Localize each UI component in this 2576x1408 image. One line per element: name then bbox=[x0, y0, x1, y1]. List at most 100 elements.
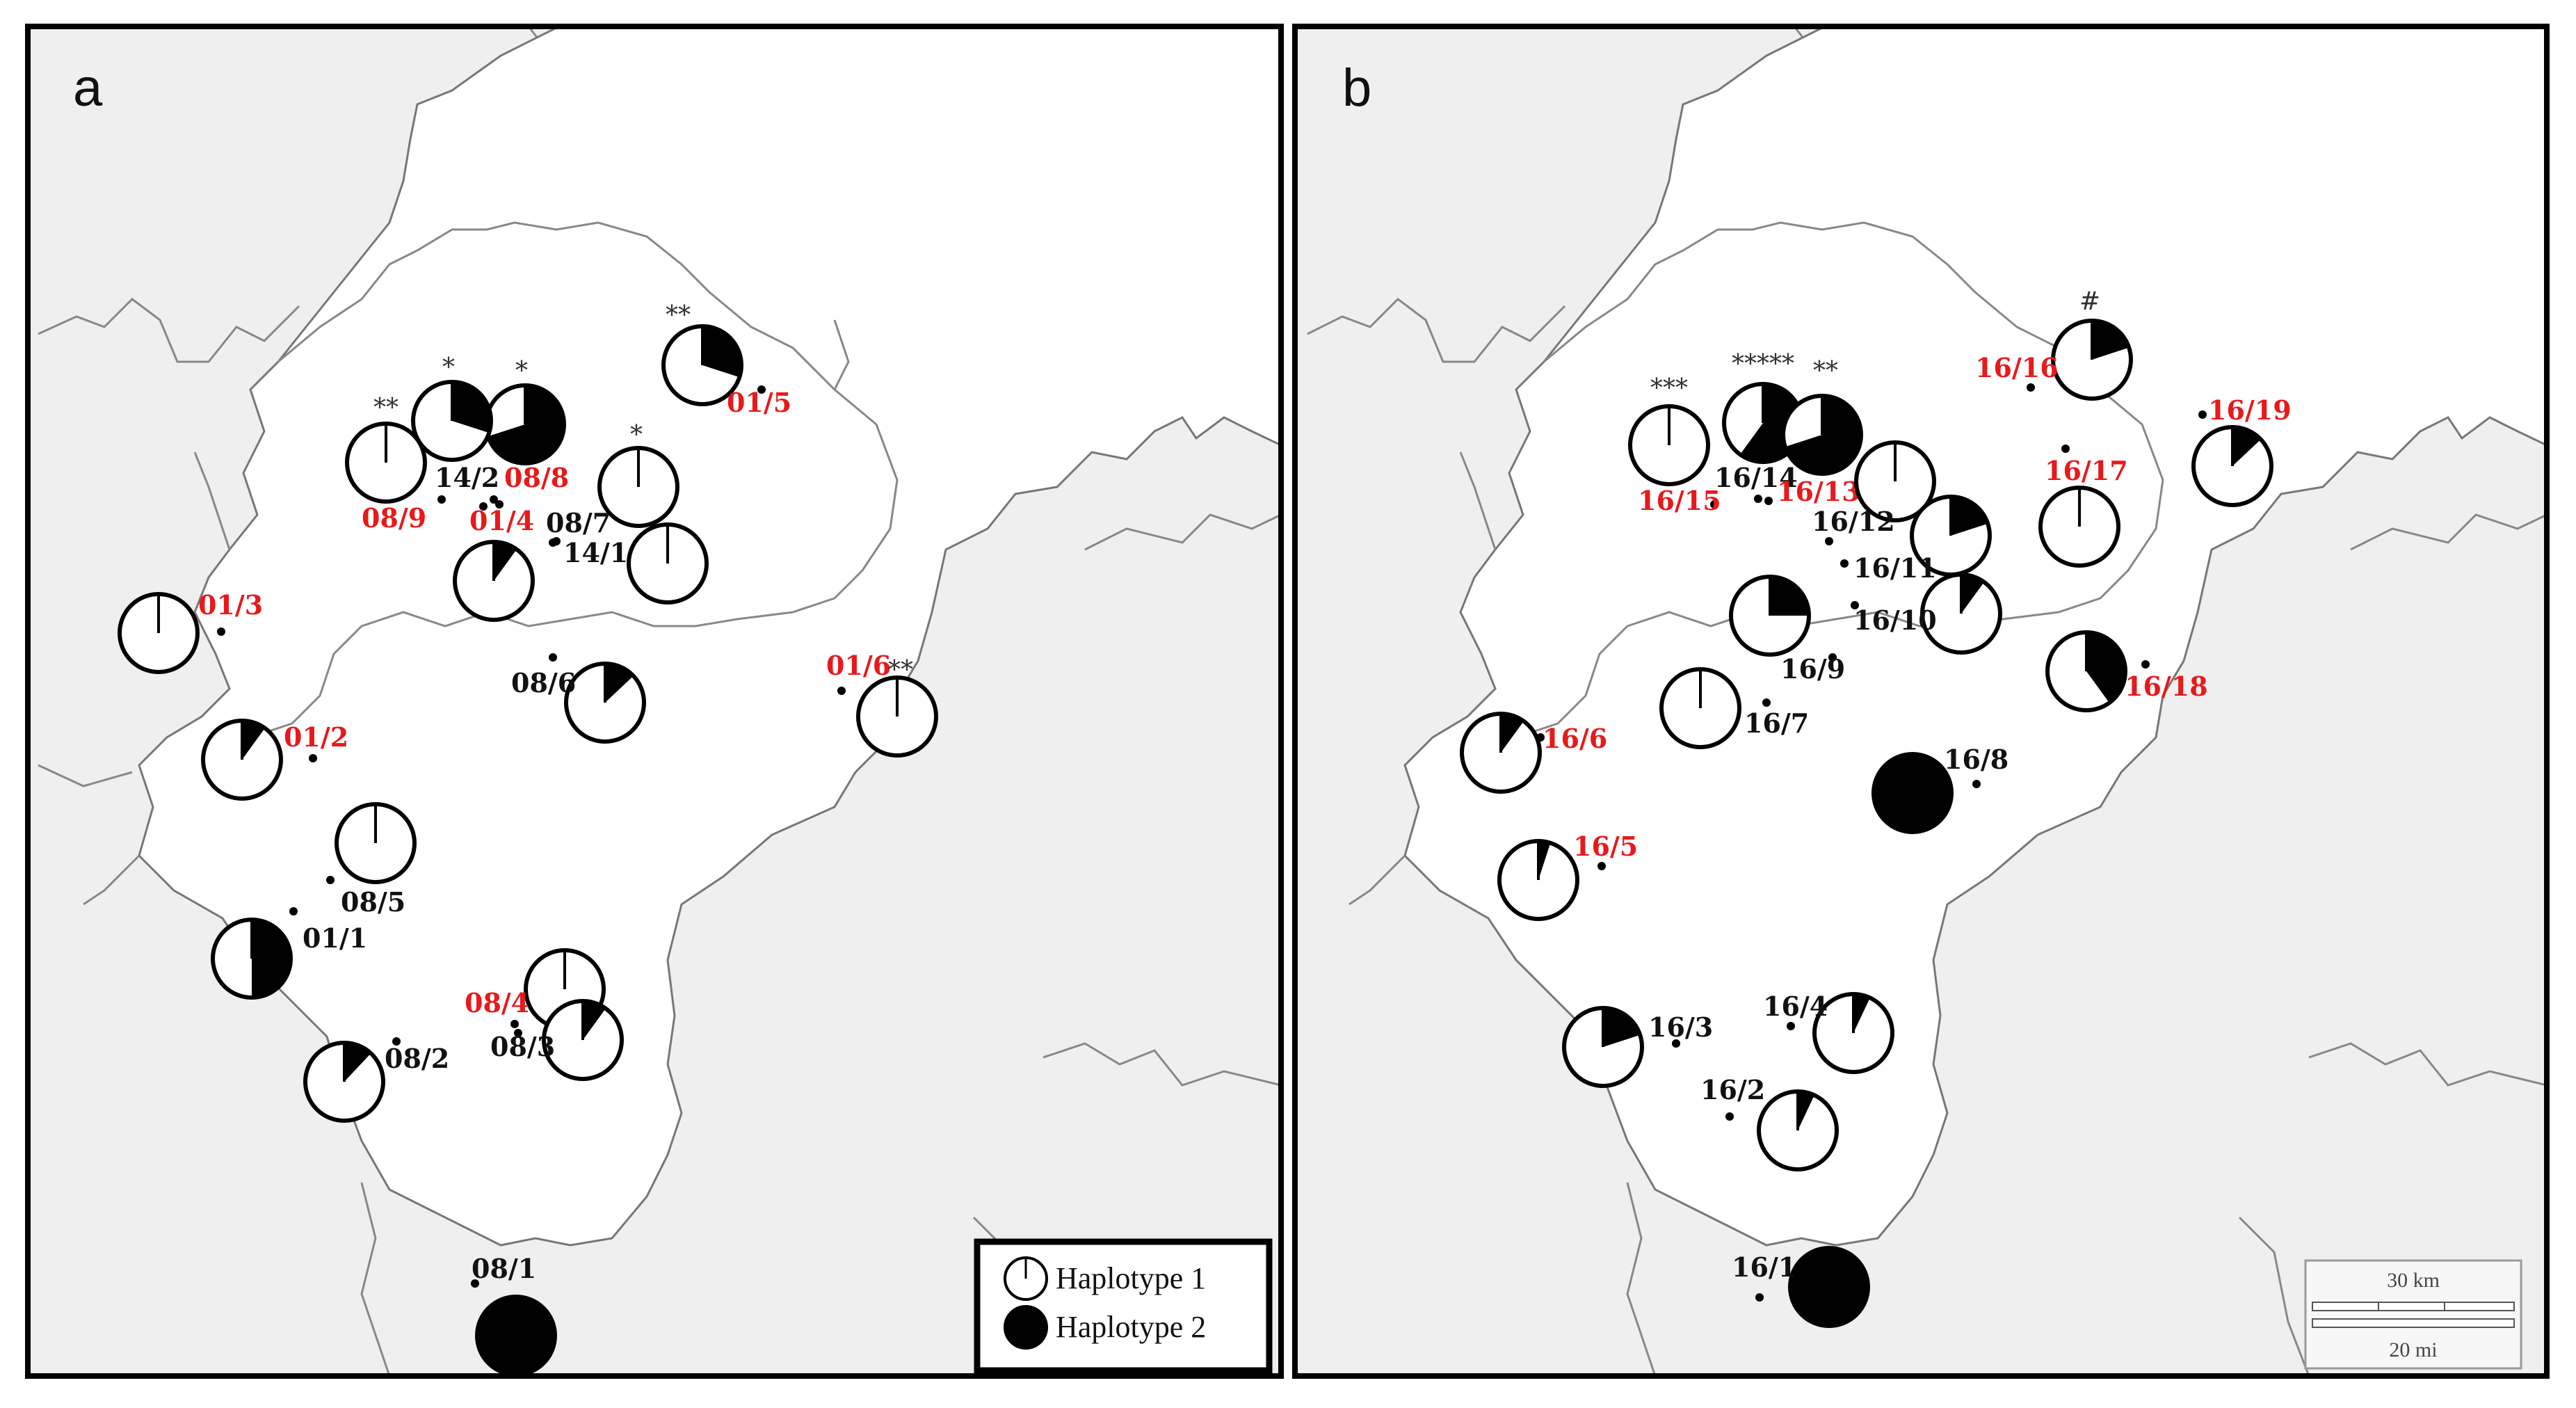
panel-b-site-16-14-significance-mark: ***** bbox=[1732, 350, 1794, 378]
panel-a-site-01-6-location-dot bbox=[837, 687, 846, 695]
scale-bar-mi-bar bbox=[2312, 1318, 2515, 1328]
panel-b-site-16-17-label: 16/17 bbox=[2045, 455, 2128, 486]
panel-b-site-16-1-label: 16/1 bbox=[1732, 1251, 1796, 1283]
legend-item-haplotype-2: Haplotype 2 bbox=[1004, 1305, 1206, 1350]
panel-a-site-08-7: 08/7 * bbox=[546, 421, 679, 547]
legend-label-haplotype-2: Haplotype 2 bbox=[1056, 1310, 1206, 1344]
panel-b-site-16-13-location-dot bbox=[1764, 497, 1773, 505]
panel-b-site-16-17: 16/17 bbox=[2038, 445, 2128, 568]
panel-a-letter: a bbox=[73, 58, 103, 118]
panel-b-site-16-19: 16/19 bbox=[2191, 394, 2292, 507]
panel-b-site-16-18-location-dot bbox=[2141, 660, 2150, 669]
panel-b-site-16-9: 16/9 bbox=[1729, 575, 1845, 685]
panel-b-site-16-10-location-dot bbox=[1851, 601, 1859, 609]
panel-b-site-16-7: 16/7 bbox=[1659, 667, 1809, 749]
panel-b-site-16-6: 16/6 bbox=[1460, 712, 1607, 794]
panel-a-site-08-1-location-dot bbox=[471, 1279, 479, 1288]
panel-b-site-16-8-location-dot bbox=[1972, 780, 1981, 788]
panel-b-site-16-15-significance-mark: *** bbox=[1650, 374, 1688, 403]
panel-a-site-08-9-significance-mark: ** bbox=[373, 394, 399, 422]
panel-b-site-16-14-label: 16/14 bbox=[1714, 462, 1798, 493]
panel-b-site-16-16-location-dot bbox=[2027, 383, 2035, 392]
scale-bar-km-label: 30 km bbox=[2387, 1269, 2440, 1292]
panel-b-site-16-15-location-dot bbox=[1710, 500, 1718, 509]
panel-b-site-16-4-location-dot bbox=[1787, 1022, 1795, 1030]
panel-b-site-16-11-label: 16/11 bbox=[1853, 552, 1937, 584]
panel-a-site-08-9: 08/9 ** bbox=[345, 394, 446, 534]
panel-a-site-14-2: 14/2 * bbox=[411, 353, 499, 504]
panel-b-sites: 16/16#16/1916/15***16/14*****16/13**16/1… bbox=[1460, 287, 2292, 1328]
panel-b-site-16-3-label: 16/3 bbox=[1648, 1011, 1713, 1043]
panel-a-site-01-5-location-dot bbox=[757, 385, 766, 394]
panel-b-site-16-8-label: 16/8 bbox=[1944, 744, 2009, 775]
legend-pie-haplotype-2 bbox=[1004, 1305, 1048, 1350]
panel-a-site-08-6: 08/6 bbox=[511, 653, 646, 744]
panel-a-site-01-3: 01/3 bbox=[118, 589, 263, 674]
panel-b-site-16-16-haplotype-2-slice bbox=[2092, 321, 2130, 360]
scale-bar-box bbox=[2304, 1259, 2522, 1370]
panel-a: a 01/5** 08/8*14/2*08/9 ** 08/7 * 14/101/4 01/… bbox=[25, 24, 1284, 1379]
panel-b-site-16-11-location-dot bbox=[1840, 559, 1849, 568]
panel-b-site-16-4-haplotype-2-slice bbox=[1853, 994, 1870, 1033]
legend: Haplotype 1 Haplotype 2 bbox=[974, 1238, 1273, 1374]
scale-bar: 30 km 20 mi bbox=[2304, 1259, 2522, 1370]
panel-a-site-08-7-significance-mark: * bbox=[630, 421, 643, 449]
panel-a-site-08-2-haplotype-2-slice bbox=[344, 1043, 371, 1082]
panel-a-site-08-1-pie bbox=[475, 1295, 557, 1377]
panel-b-site-16-3-location-dot bbox=[1672, 1039, 1680, 1048]
panel-a-site-08-5-location-dot bbox=[326, 876, 335, 884]
panel-b-site-16-2-label: 16/2 bbox=[1700, 1074, 1765, 1105]
panel-b-site-16-10: 16/10 bbox=[1851, 573, 2002, 655]
panel-b-site-16-14-location-dot bbox=[1754, 495, 1762, 503]
panel-b-site-16-9-location-dot bbox=[1828, 653, 1837, 662]
panel-a-site-01-3-location-dot bbox=[217, 627, 225, 636]
panel-b-site-16-19-location-dot bbox=[2198, 410, 2207, 419]
panel-b-site-16-1: 16/1 bbox=[1732, 1246, 1870, 1328]
panel-b-site-16-1-pie bbox=[1788, 1246, 1870, 1328]
panel-a-internal-boundaries bbox=[83, 221, 899, 906]
panel-b-site-16-4-label: 16/4 bbox=[1763, 991, 1828, 1022]
panel-a-site-08-3-location-dot bbox=[514, 1029, 522, 1037]
panel-b-site-16-13: 16/13 ** bbox=[1764, 357, 1863, 507]
panel-b-site-16-9-haplotype-2-slice bbox=[1770, 577, 1809, 616]
panel-b-site-16-13-significance-mark: ** bbox=[1813, 357, 1838, 385]
panel-b-site-16-12: 16/12 bbox=[1812, 440, 1936, 545]
panel-a-site-01-2: 01/2 bbox=[201, 719, 348, 801]
panel-b-site-16-3: 16/3 bbox=[1562, 1006, 1713, 1088]
panel-b-site-16-8: 16/8 bbox=[1871, 744, 2009, 834]
panel-a-site-01-5-label: 01/5 bbox=[727, 387, 791, 418]
panel-b-site-16-7-label: 16/7 bbox=[1744, 707, 1809, 739]
scale-bar-km-bar bbox=[2312, 1302, 2515, 1311]
panel-b-site-16-10-haplotype-2-slice bbox=[1961, 575, 1984, 614]
panel-b-site-16-17-location-dot bbox=[2061, 445, 2070, 453]
panel-b-site-16-13-label: 16/13 bbox=[1777, 476, 1860, 507]
panel-b-site-16-3-haplotype-2-slice bbox=[1603, 1008, 1641, 1047]
panel-a-site-08-1-label: 08/1 bbox=[472, 1253, 536, 1284]
legend-pie-haplotype-1 bbox=[1004, 1256, 1048, 1301]
panel-b-site-16-2: 16/2 bbox=[1700, 1074, 1839, 1171]
panel-a-site-01-5: 01/5 ** bbox=[661, 301, 791, 418]
panel-a-site-08-9-location-dot bbox=[437, 495, 446, 504]
panel-a-site-01-4-location-dot bbox=[479, 502, 488, 511]
panel-a-site-08-8-location-dot bbox=[495, 500, 504, 509]
panel-b-site-16-6-haplotype-2-slice bbox=[1501, 714, 1524, 753]
panel-a-site-01-1-location-dot bbox=[289, 907, 298, 915]
panel-b-frame bbox=[1292, 24, 2550, 1379]
panel-a-frame bbox=[25, 24, 1284, 1379]
panel-a-site-08-2: 08/2 bbox=[303, 1037, 449, 1123]
scale-bar-mi-label: 20 mi bbox=[2389, 1338, 2437, 1361]
panel-a-site-14-1: 14/1 bbox=[552, 522, 709, 605]
panel-a-site-08-8: 08/8 * bbox=[484, 357, 569, 509]
legend-label-haplotype-1: Haplotype 1 bbox=[1056, 1261, 1206, 1295]
panel-a-site-14-2-label: 14/2 bbox=[435, 462, 499, 493]
panel-a-site-01-2-location-dot bbox=[309, 754, 317, 762]
panel-a-site-08-6-label: 08/6 bbox=[511, 667, 576, 698]
panel-b-site-16-18: 16/18 bbox=[2045, 630, 2208, 712]
panel-a-site-01-4: 01/4 bbox=[453, 502, 535, 622]
panel-a-site-08-9-label: 08/9 bbox=[362, 502, 426, 534]
panel-a-site-08-7-label: 08/7 bbox=[546, 507, 611, 538]
panel-b-site-16-2-location-dot bbox=[1725, 1112, 1734, 1121]
panel-a-site-01-1: 01/1 bbox=[211, 907, 367, 1000]
panel-a-site-01-6: 01/6** bbox=[826, 650, 938, 758]
